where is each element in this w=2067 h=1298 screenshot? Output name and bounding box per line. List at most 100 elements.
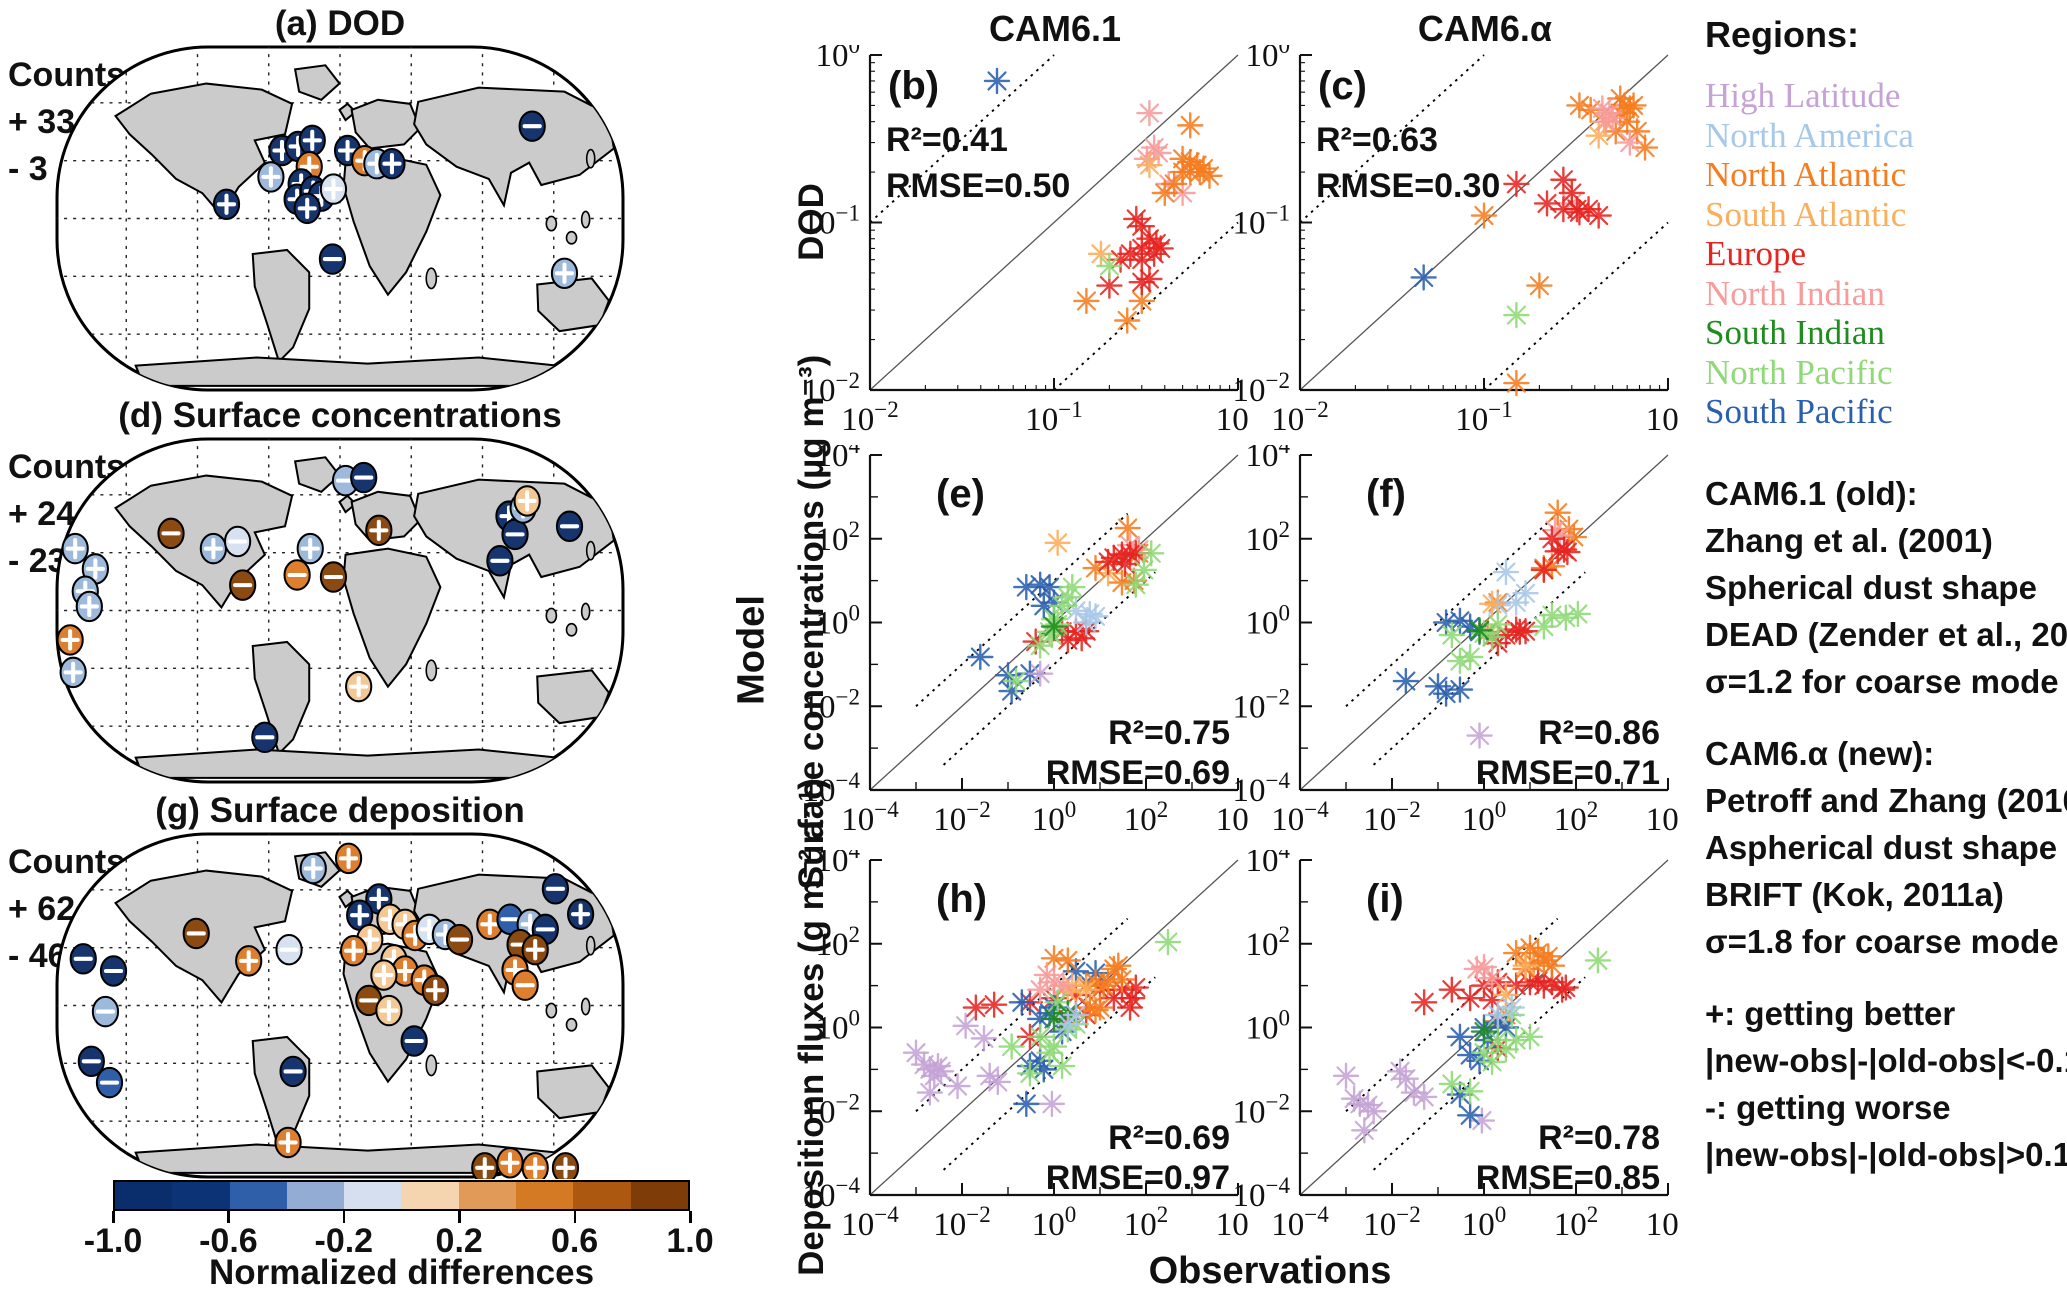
scatter-point: [1059, 573, 1086, 601]
scatter-point: [1503, 369, 1530, 397]
scatter-point: [1136, 151, 1163, 179]
tick-label: 100: [1646, 397, 1678, 438]
map-title-a: (a) DOD: [274, 4, 406, 43]
scatter-point: [1526, 272, 1553, 299]
map-marker: [229, 569, 257, 601]
scatter-point: [1111, 550, 1139, 578]
tick-label: 10−4: [1271, 1202, 1329, 1243]
colorbar-segment: [229, 1182, 287, 1209]
scatter-point: [984, 1068, 1011, 1096]
notes-line: Spherical dust shape: [1705, 569, 2037, 606]
counts-plus: + 62: [8, 889, 76, 928]
scatter-point: [1516, 1023, 1544, 1050]
scatter-point: [1016, 1060, 1044, 1087]
scatter-point: [1466, 617, 1493, 644]
island-shape: [425, 267, 438, 290]
scatter-point: [1332, 1062, 1360, 1090]
scatter-point: [1030, 592, 1057, 620]
scatter-point: [1512, 580, 1539, 607]
legend-item-si: South Indian: [1705, 313, 1885, 352]
tick-label: 102: [1554, 1202, 1599, 1243]
panel-annotation: R²=0.78: [1538, 1119, 1660, 1157]
world-map-svg: [55, 437, 625, 784]
scatter-point: [1026, 660, 1054, 687]
continent-shape: [293, 64, 341, 101]
colorbar-tick: [573, 1211, 577, 1223]
legend-item-hl: High Latitude: [1705, 76, 1901, 115]
panel-annotation: RMSE=0.50: [886, 167, 1070, 205]
scatter-point: [1002, 667, 1030, 695]
colorbar-caption: Normalized differences: [208, 1253, 595, 1292]
map-marker: [400, 1025, 428, 1057]
scatter-point: [1386, 1058, 1414, 1085]
map-marker: [75, 590, 103, 623]
tick-label: 104: [816, 850, 861, 879]
panel-annotation: RMSE=0.30: [1316, 167, 1500, 205]
scatter-point: [1082, 603, 1109, 630]
colorbar-segment: [630, 1182, 688, 1209]
tick-label: 10−4: [1233, 1173, 1291, 1214]
scatter-point: [1503, 301, 1530, 329]
island-shape: [608, 728, 618, 747]
scatter-point: [1620, 92, 1647, 119]
map-marker: [365, 514, 393, 547]
map-counts-a: Counts: + 33 - 3: [8, 52, 136, 193]
scatter-point: [1577, 96, 1604, 124]
tick-label: 10−2: [803, 1089, 860, 1130]
map-marker: [486, 545, 514, 577]
map-marker: [340, 934, 368, 967]
map-marker: [375, 994, 403, 1027]
scatter-point: [1544, 499, 1571, 526]
colorbar-tick: [342, 1211, 346, 1223]
scatter-point: [1470, 1018, 1498, 1045]
colorbar-tick: [112, 1211, 115, 1223]
scatter-point: [1550, 166, 1577, 193]
scatter-point: [1484, 611, 1512, 638]
island-shape: [608, 336, 618, 355]
panel-annotation: R²=0.41: [886, 121, 1008, 159]
scatter-point: [1072, 976, 1100, 1003]
map-marker: [496, 1147, 524, 1179]
axis-ticks: [1299, 54, 1669, 391]
scatter-point: [1584, 947, 1612, 974]
tick-label: 10−2: [1233, 1089, 1290, 1130]
scatter-point: [1566, 199, 1593, 226]
scatter-point: [1438, 1070, 1466, 1098]
notes-line: |new-obs|-|old-obs|>0.1: [1705, 1136, 2067, 1173]
tick-label: 102: [1124, 797, 1169, 838]
scatter-point: [1512, 617, 1539, 645]
map-marker: [56, 624, 84, 656]
island-shape: [585, 935, 596, 956]
tick-label: 104: [1646, 1202, 1678, 1243]
island-shape: [580, 210, 591, 229]
colorbar: [113, 1180, 690, 1211]
tick-label: 102: [1246, 517, 1291, 558]
scatter-point: [1552, 974, 1579, 1001]
map-marker: [61, 532, 89, 565]
map-marker: [235, 945, 263, 977]
map-d: [55, 437, 625, 789]
scatter-point: [1040, 613, 1068, 640]
map-marker: [521, 1152, 549, 1184]
scatter-point: [1351, 1117, 1378, 1144]
panel-annotation: (i): [1366, 877, 1404, 921]
scatter-point: [1410, 1083, 1438, 1111]
map-marker: [334, 842, 363, 875]
map-marker: [319, 173, 348, 205]
notes-line: Zhang et al. (2001): [1705, 522, 1993, 559]
scatter-points: [1410, 85, 1659, 397]
scatter-point: [1616, 129, 1644, 156]
one-to-one-line: [869, 54, 1239, 391]
tick-label: 10−1: [1233, 201, 1290, 242]
legend-item-sp: South Pacific: [1705, 392, 1893, 431]
colorbar-segment: [172, 1182, 230, 1209]
scatter-point: [998, 1033, 1025, 1060]
counts-plus: + 24: [8, 494, 76, 533]
scatter-point: [980, 991, 1008, 1018]
island-shape: [580, 997, 591, 1016]
map-marker: [445, 923, 474, 956]
scatter-point: [1036, 573, 1063, 601]
panel-annotation: (c): [1318, 64, 1367, 108]
map-marker: [77, 1045, 105, 1078]
scatter-point: [1533, 190, 1561, 217]
